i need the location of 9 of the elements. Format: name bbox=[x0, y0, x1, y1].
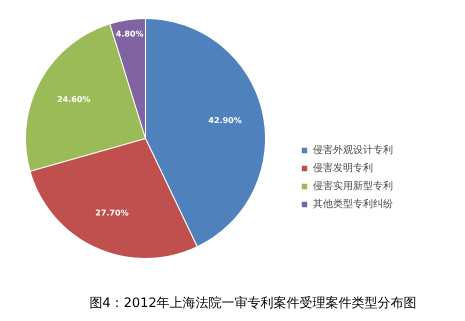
legend-label: 侵害发明专利 bbox=[313, 162, 373, 175]
data-label: 24.60% bbox=[57, 95, 90, 104]
text: 图4：2012年上海法院一审专利案件受理案件类型分布图 bbox=[89, 295, 417, 311]
data-label: 42.90% bbox=[208, 116, 242, 125]
legend-label: 侵害实用新型专利 bbox=[313, 180, 393, 193]
data-label: 27.70% bbox=[95, 208, 129, 218]
data-label: 4.80% bbox=[116, 30, 144, 39]
legend-label: 其他类型专利纠纷 bbox=[313, 198, 393, 211]
legend-label: 侵害外观设计专利 bbox=[313, 144, 393, 157]
